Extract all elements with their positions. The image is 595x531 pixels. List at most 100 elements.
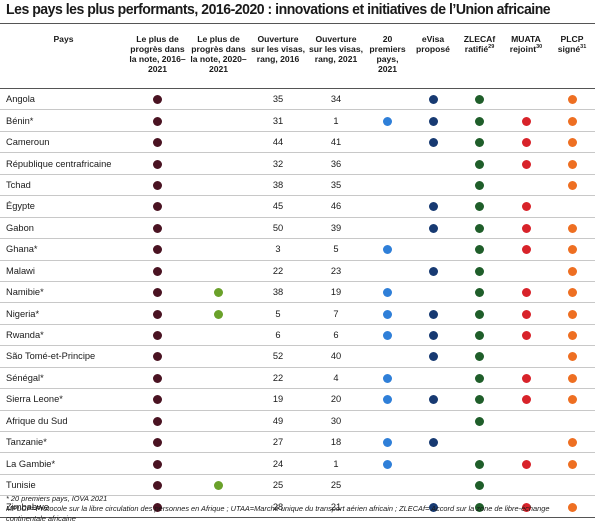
progress-2020-2021-cell: [188, 152, 249, 175]
progress-2020-2021-cell: [188, 238, 249, 260]
zlecaf-cell: [456, 216, 503, 239]
progress-2020-2021-cell: [188, 345, 249, 368]
progress-2020-2021-cell: [188, 495, 249, 518]
muata-cell: [503, 130, 549, 153]
top20-cell: [365, 87, 410, 110]
top20-dot: [383, 459, 392, 469]
progress-2020-2021-cell: [188, 216, 249, 239]
visa-rank-2016: 38: [249, 280, 307, 303]
header-zlecaf-footnote: 29: [488, 44, 495, 51]
country-name: Malawi: [0, 259, 127, 282]
top20-cell: [365, 259, 410, 282]
muata-dot: [521, 395, 531, 405]
evisa-cell: [410, 409, 456, 432]
plcp-cell: [549, 280, 595, 303]
muata-cell: [503, 216, 549, 239]
top20-dot: [383, 309, 392, 319]
table-row: Tchad 38 35: [0, 173, 595, 196]
zlecaf-cell: [456, 495, 503, 518]
header-plcp-label: PLCP signé: [557, 34, 584, 54]
top20-cell: [365, 216, 410, 239]
table-row: Gabon 50 39: [0, 216, 595, 239]
table-row: Ghana* 3 5: [0, 238, 595, 260]
visa-rank-2016: 35: [249, 87, 307, 110]
title-divider: [0, 23, 595, 24]
muata-cell: [503, 109, 549, 132]
progress-2016-2021-cell: [127, 430, 188, 453]
progress-2020-2021-cell: [188, 87, 249, 110]
progress-2016-2021-dot: [153, 309, 162, 319]
header-evisa: eVisa proposé: [416, 34, 450, 54]
evisa-dot: [428, 223, 438, 233]
evisa-cell: [410, 238, 456, 260]
table-row: La Gambie* 24 1: [0, 452, 595, 475]
progress-2016-2021-dot: [153, 202, 162, 212]
zlecaf-dot: [475, 352, 484, 362]
visa-rank-2016: 52: [249, 345, 307, 368]
progress-2020-2021-cell: [188, 173, 249, 196]
top20-cell: [365, 173, 410, 196]
progress-2020-2021-cell: [188, 323, 249, 346]
muata-dot: [521, 459, 531, 469]
muata-dot: [521, 309, 531, 319]
progress-2016-2021-cell: [127, 152, 188, 175]
country-name: Namibie*: [0, 280, 127, 303]
progress-2016-2021-dot: [153, 266, 162, 276]
top20-dot: [383, 395, 392, 405]
plcp-cell: [549, 366, 595, 389]
header-progress-2020-2021: Le plus de progrès dans la note, 2020–20…: [190, 34, 247, 74]
table-row: Angola 35 34: [0, 87, 595, 110]
table-row: Bénin* 31 1: [0, 109, 595, 132]
progress-2020-2021-cell: [188, 388, 249, 411]
evisa-cell: [410, 473, 456, 496]
evisa-cell: [410, 366, 456, 389]
evisa-cell: [410, 452, 456, 475]
muata-dot: [521, 202, 531, 212]
zlecaf-dot: [475, 459, 484, 469]
top20-cell: [365, 388, 410, 411]
progress-2016-2021-cell: [127, 345, 188, 368]
progress-2020-2021-dot: [214, 481, 223, 491]
country-name: Rwanda*: [0, 323, 127, 346]
table-row: Tunisie 25 25: [0, 473, 595, 496]
evisa-dot: [428, 395, 438, 405]
footnotes: * 20 premiers pays, IOVA 2021 MPLCP=Prot…: [6, 494, 586, 524]
header-row: Pays Le plus de progrès dans la note, 20…: [0, 30, 595, 89]
country-name: Sierra Leone*: [0, 388, 127, 411]
muata-cell: [503, 173, 549, 196]
progress-2016-2021-dot: [153, 159, 162, 169]
top20-cell: [365, 345, 410, 368]
zlecaf-dot: [475, 223, 484, 233]
visa-rank-2021: 1: [307, 109, 365, 132]
plcp-dot: [567, 180, 577, 190]
evisa-dot: [428, 138, 438, 148]
progress-2020-2021-cell: [188, 409, 249, 432]
top20-cell: [365, 302, 410, 325]
progress-2016-2021-dot: [153, 459, 162, 469]
visa-rank-2021: 5: [307, 238, 365, 260]
evisa-cell: [410, 345, 456, 368]
muata-cell: [503, 152, 549, 175]
plcp-cell: [549, 430, 595, 453]
muata-dot: [521, 116, 531, 126]
muata-dot: [521, 288, 531, 298]
progress-2016-2021-dot: [153, 373, 162, 383]
plcp-cell: [549, 173, 595, 196]
header-plcp-footnote: 31: [580, 44, 587, 51]
evisa-cell: [410, 87, 456, 110]
evisa-dot: [428, 309, 438, 319]
visa-rank-2021: 34: [307, 87, 365, 110]
header-top20: 20 premiers pays, 2021: [369, 34, 406, 74]
top20-cell: [365, 130, 410, 153]
evisa-dot: [428, 502, 438, 512]
visa-rank-2021: 19: [307, 280, 365, 303]
header-visa-rank-2021: Ouverture sur les visas, rang, 2021: [309, 34, 363, 64]
progress-2020-2021-cell: [188, 366, 249, 389]
visa-rank-2021: 46: [307, 195, 365, 218]
visa-rank-2021: 4: [307, 366, 365, 389]
muata-cell: [503, 323, 549, 346]
zlecaf-cell: [456, 195, 503, 218]
zlecaf-cell: [456, 87, 503, 110]
zlecaf-cell: [456, 345, 503, 368]
